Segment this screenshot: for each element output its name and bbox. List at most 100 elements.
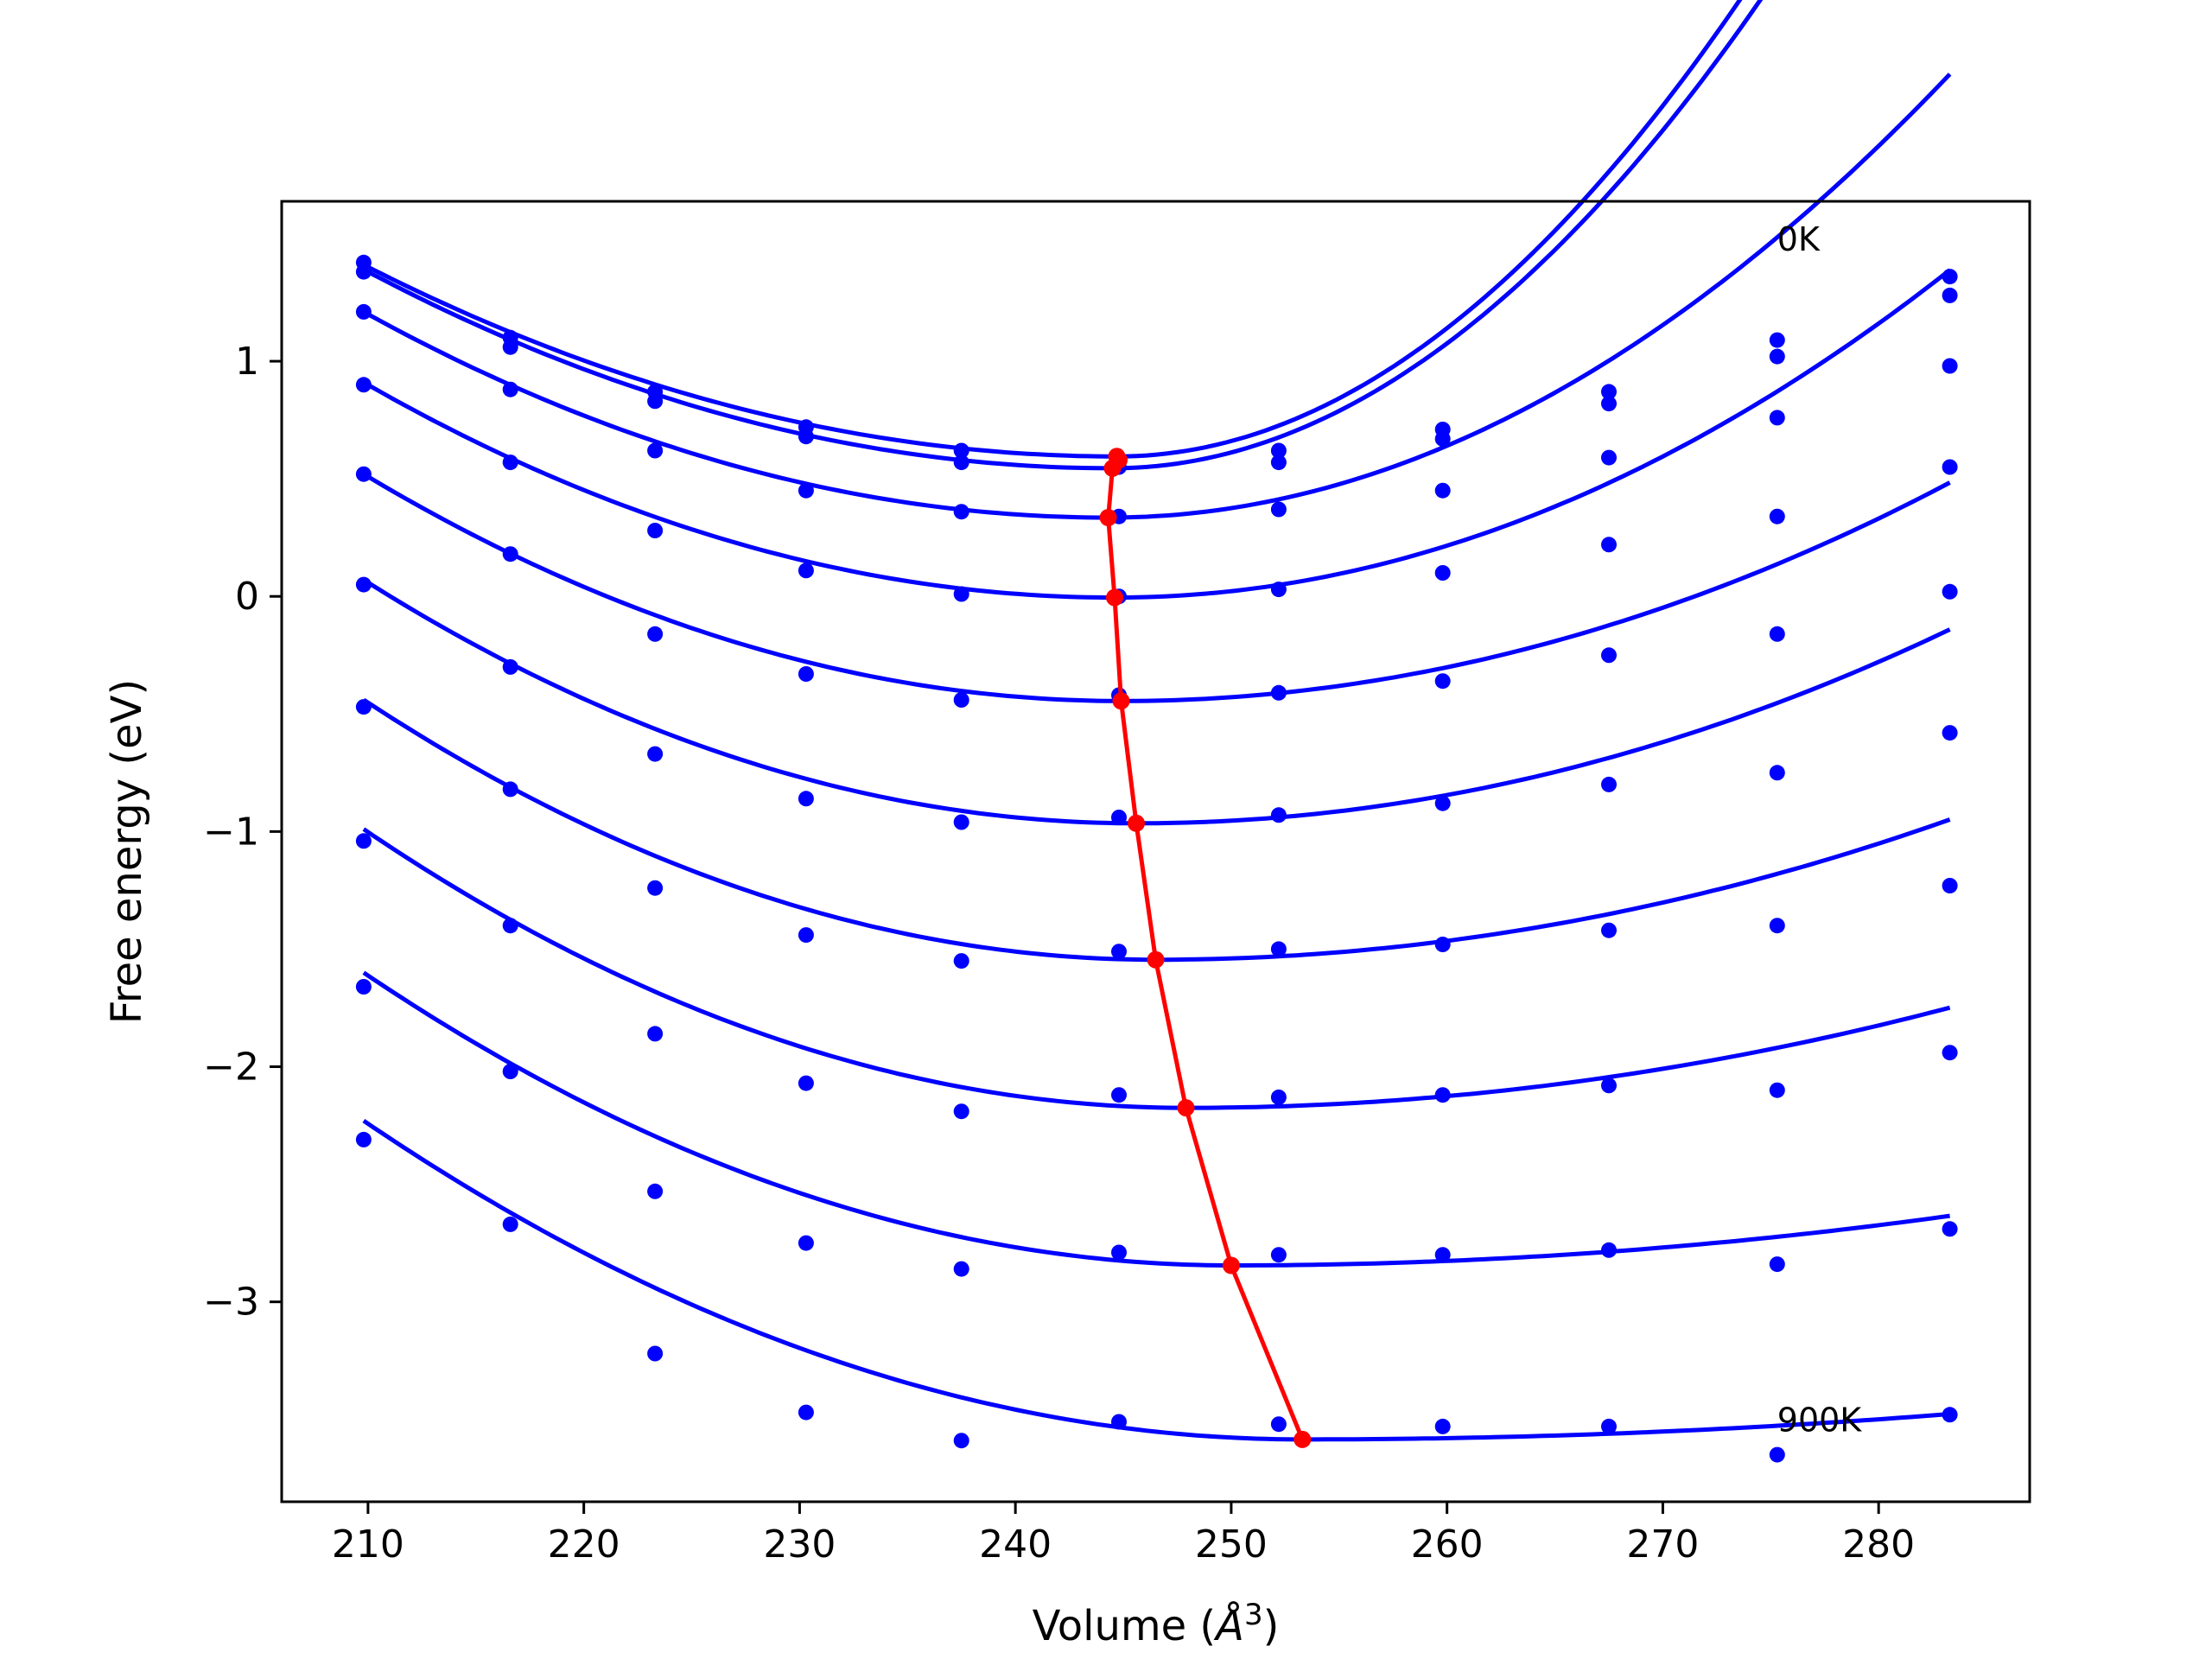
data-point-s9-6: [1270, 1416, 1287, 1433]
x-axis-label: Volume (Å3): [1033, 1598, 1280, 1650]
minimum-path: [1099, 448, 1312, 1448]
data-point-s5-5: [1111, 810, 1127, 825]
data-point-s9-9: [1769, 1446, 1785, 1463]
data-point-s6-7: [1434, 937, 1451, 952]
fit-curve-1: [362, 0, 1764, 471]
data-point-s3-7: [1434, 565, 1451, 581]
x-tick-label-250: 250: [1195, 1522, 1268, 1567]
data-point-s1-10: [1942, 287, 1958, 303]
data-point-s0-8: [1601, 384, 1617, 400]
data-point-s4-9: [1769, 626, 1785, 642]
data-point-s4-3: [798, 666, 814, 682]
data-point-s9-7: [1434, 1418, 1451, 1434]
data-point-s1-0: [355, 264, 372, 280]
data-point-s9-10: [1942, 1407, 1958, 1423]
data-point-s6-3: [798, 927, 814, 944]
fit-curve-4: [362, 472, 1951, 703]
data-point-s5-1: [502, 658, 518, 675]
data-point-s4-4: [953, 692, 969, 708]
data-point-s8-3: [798, 1235, 814, 1251]
data-point-s9-1: [502, 1216, 518, 1232]
data-point-s3-2: [647, 523, 664, 538]
data-point-s9-8: [1601, 1418, 1617, 1434]
data-point-s3-3: [798, 563, 814, 579]
data-point-s2-6: [1270, 501, 1287, 518]
data-point-s5-3: [798, 791, 814, 807]
data-point-s8-1: [502, 1064, 518, 1079]
x-axis-label-close: ): [1263, 1602, 1280, 1650]
annotation-1: 900K: [1777, 1401, 1863, 1439]
data-point-s0-6: [1270, 442, 1287, 459]
fit-curve-5: [362, 578, 1951, 826]
data-point-s8-7: [1434, 1247, 1451, 1263]
x-tick-label-270: 270: [1626, 1522, 1699, 1567]
data-point-s4-10: [1942, 583, 1958, 600]
data-point-s5-2: [647, 746, 664, 762]
data-point-s1-9: [1769, 348, 1785, 365]
data-point-s6-1: [502, 781, 518, 798]
x-tick-label-210: 210: [332, 1522, 404, 1567]
data-point-s0-4: [953, 442, 969, 459]
data-point-s2-7: [1434, 482, 1451, 499]
data-point-s7-9: [1769, 1082, 1785, 1098]
data-point-s7-1: [502, 918, 518, 934]
data-point-s6-6: [1270, 941, 1287, 957]
plot-frame: [280, 200, 2031, 1503]
data-point-s7-4: [953, 1103, 969, 1120]
data-point-s7-0: [355, 833, 372, 849]
data-point-s7-6: [1270, 1089, 1287, 1105]
data-point-s8-4: [953, 1261, 969, 1277]
data-point-s1-6: [1270, 454, 1287, 471]
minimum-point-4: [1106, 588, 1123, 607]
minimum-point-10: [1294, 1430, 1312, 1448]
data-point-s3-9: [1769, 508, 1785, 524]
minimum-point-5: [1112, 692, 1130, 710]
data-point-s6-8: [1601, 922, 1617, 938]
data-point-s5-7: [1434, 795, 1451, 811]
data-point-s5-4: [953, 814, 969, 830]
data-point-s7-7: [1434, 1087, 1451, 1103]
data-point-s5-8: [1601, 776, 1617, 792]
data-point-s3-8: [1601, 537, 1617, 553]
data-point-s5-9: [1769, 765, 1785, 781]
data-point-s2-0: [355, 303, 372, 320]
y-axis-label: Free energy (eV): [103, 679, 151, 1024]
y-tick-label--3: −3: [203, 1281, 259, 1325]
fit-curve-8: [362, 970, 1950, 1268]
data-point-s1-3: [798, 429, 814, 445]
data-point-s1-1: [502, 339, 518, 355]
data-point-s6-9: [1769, 918, 1785, 934]
data-point-s1-8: [1601, 396, 1617, 412]
data-point-s2-8: [1601, 449, 1617, 466]
data-point-s7-8: [1601, 1077, 1617, 1094]
data-point-s6-5: [1111, 944, 1127, 960]
x-tick-label-260: 260: [1411, 1522, 1484, 1567]
ticks: 210 220 230 240 250 260 270 280 1 0 −1 −2 −3: [203, 340, 1915, 1567]
data-point-s6-4: [953, 953, 969, 969]
data-point-s8-0: [355, 979, 372, 995]
data-point-s3-6: [1270, 582, 1287, 598]
data-point-s8-8: [1601, 1242, 1617, 1258]
minimum-point-6: [1128, 814, 1145, 832]
data-point-s3-4: [953, 586, 969, 602]
minimum-point-9: [1222, 1256, 1240, 1274]
data-point-s1-4: [953, 454, 969, 471]
data-point-s4-6: [1270, 684, 1287, 701]
data-point-s1-2: [647, 393, 664, 410]
x-axis-label-text: Volume (: [1033, 1602, 1217, 1650]
data-point-s2-2: [647, 442, 664, 459]
data-point-s4-8: [1601, 647, 1617, 664]
data-point-s7-3: [798, 1075, 814, 1091]
data-point-s4-2: [647, 626, 664, 642]
data-points: [355, 254, 1958, 1463]
data-point-s2-10: [1942, 358, 1958, 374]
y-tick-label-0: 0: [235, 575, 259, 619]
data-point-s4-1: [502, 546, 518, 563]
data-point-s3-0: [355, 377, 372, 393]
data-point-s8-5: [1111, 1244, 1127, 1261]
annotation-0: 0K: [1777, 220, 1821, 258]
data-point-s7-5: [1111, 1087, 1127, 1103]
fit-curve-7: [362, 827, 1951, 1110]
minimum-point-8: [1177, 1099, 1195, 1117]
